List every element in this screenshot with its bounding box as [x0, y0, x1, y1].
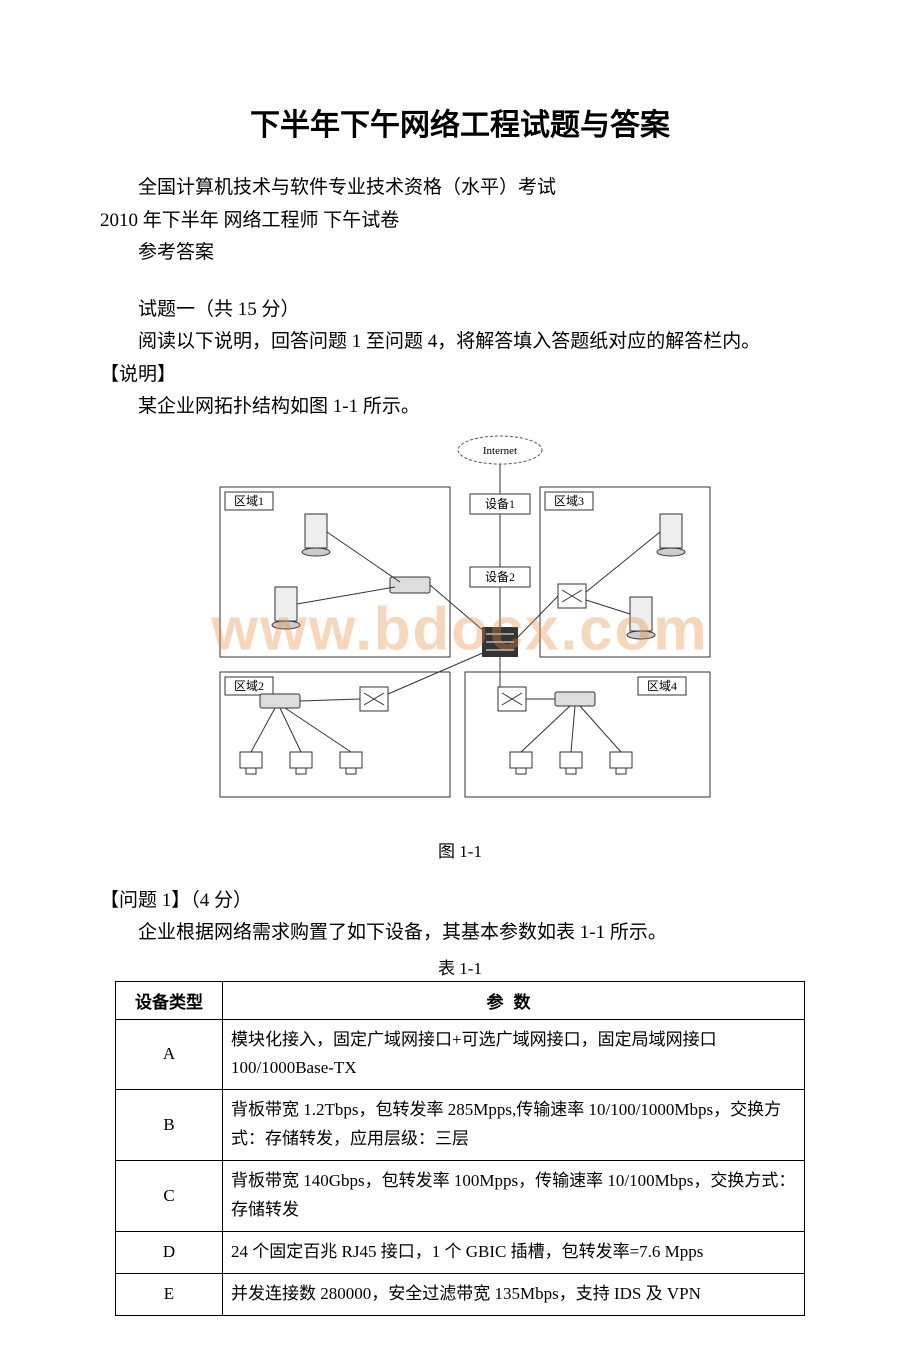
label-device2: 设备2: [485, 570, 515, 584]
cell-desc: 背板带宽 140Gbps，包转发率 100Mpps，传输速率 10/100Mbp…: [223, 1161, 805, 1232]
sub1-label: 【问题 1】（4 分）: [100, 887, 820, 916]
intro-line-3: 参考答案: [100, 239, 820, 268]
q1-instruction: 阅读以下说明，回答问题 1 至问题 4，将解答填入答题纸对应的解答栏内。: [100, 328, 820, 357]
cell-desc: 背板带宽 1.2Tbps，包转发率 285Mpps,传输速率 10/100/10…: [223, 1090, 805, 1161]
page-title: 下半年下午网络工程试题与答案: [100, 100, 820, 144]
table-row: A 模块化接入，固定广域网接口+可选广域网接口，固定局域网接口 100/1000…: [116, 1019, 805, 1090]
l3-switch-icon: [360, 687, 388, 711]
cell-dev: C: [116, 1161, 223, 1232]
pc-icon: [240, 752, 262, 774]
q1-note-label: 【说明】: [100, 361, 820, 390]
table-caption: 表 1-1: [100, 954, 820, 979]
cell-desc: 模块化接入，固定广域网接口+可选广域网接口，固定局域网接口 100/1000Ba…: [223, 1019, 805, 1090]
cell-desc: 并发连接数 280000，安全过滤带宽 135Mbps，支持 IDS 及 VPN: [223, 1273, 805, 1315]
pc-icon: [610, 752, 632, 774]
figure-caption: 图 1-1: [100, 837, 820, 862]
server-icon: [302, 514, 330, 556]
cell-dev: B: [116, 1090, 223, 1161]
label-internet: Internet: [483, 445, 517, 457]
server-icon: [627, 597, 655, 639]
table-header-row: 设备类型 参数: [116, 981, 805, 1019]
cell-dev: D: [116, 1231, 223, 1273]
intro-line-2: 2010 年下半年 网络工程师 下午试卷: [100, 207, 820, 236]
table-row: E 并发连接数 280000，安全过滤带宽 135Mbps，支持 IDS 及 V…: [116, 1273, 805, 1315]
pc-icon: [340, 752, 362, 774]
label-zone2: 区域2: [234, 679, 264, 693]
q1-note-body: 某企业网拓扑结构如图 1-1 所示。: [100, 393, 820, 422]
pc-icon: [510, 752, 532, 774]
col-params: 参数: [223, 981, 805, 1019]
cell-desc: 24 个固定百兆 RJ45 接口，1 个 GBIC 插槽，包转发率=7.6 Mp…: [223, 1231, 805, 1273]
spec-table: 设备类型 参数 A 模块化接入，固定广域网接口+可选广域网接口，固定局域网接口 …: [115, 981, 805, 1316]
cell-dev: A: [116, 1019, 223, 1090]
table-row: B 背板带宽 1.2Tbps，包转发率 285Mpps,传输速率 10/100/…: [116, 1090, 805, 1161]
pc-icon: [560, 752, 582, 774]
switch-icon: [555, 692, 595, 706]
core-switch-icon: [482, 627, 518, 657]
server-icon: [657, 514, 685, 556]
server-icon: [272, 587, 300, 629]
figure-1-1: www.bdocx.com Internet 设备1 设备2: [100, 432, 820, 827]
topology-diagram: Internet 设备1 设备2 区域1: [200, 432, 720, 822]
cell-dev: E: [116, 1273, 223, 1315]
label-device1: 设备1: [485, 497, 515, 511]
label-zone1: 区域1: [234, 494, 264, 508]
col-device: 设备类型: [116, 981, 223, 1019]
l3-switch-icon: [498, 687, 526, 711]
switch-icon: [260, 694, 300, 708]
spacer: [100, 272, 820, 292]
sub1-body: 企业根据网络需求购置了如下设备，其基本参数如表 1-1 所示。: [100, 919, 820, 948]
pc-icon: [290, 752, 312, 774]
table-row: C 背板带宽 140Gbps，包转发率 100Mpps，传输速率 10/100M…: [116, 1161, 805, 1232]
label-zone4: 区域4: [647, 679, 677, 693]
document-page: 下半年下午网络工程试题与答案 全国计算机技术与软件专业技术资格（水平）考试 20…: [0, 0, 920, 1356]
q1-heading: 试题一（共 15 分）: [100, 296, 820, 325]
table-row: D 24 个固定百兆 RJ45 接口，1 个 GBIC 插槽，包转发率=7.6 …: [116, 1231, 805, 1273]
l3-switch-icon: [558, 584, 586, 608]
label-zone3: 区域3: [554, 494, 584, 508]
intro-line-1: 全国计算机技术与软件专业技术资格（水平）考试: [100, 174, 820, 203]
